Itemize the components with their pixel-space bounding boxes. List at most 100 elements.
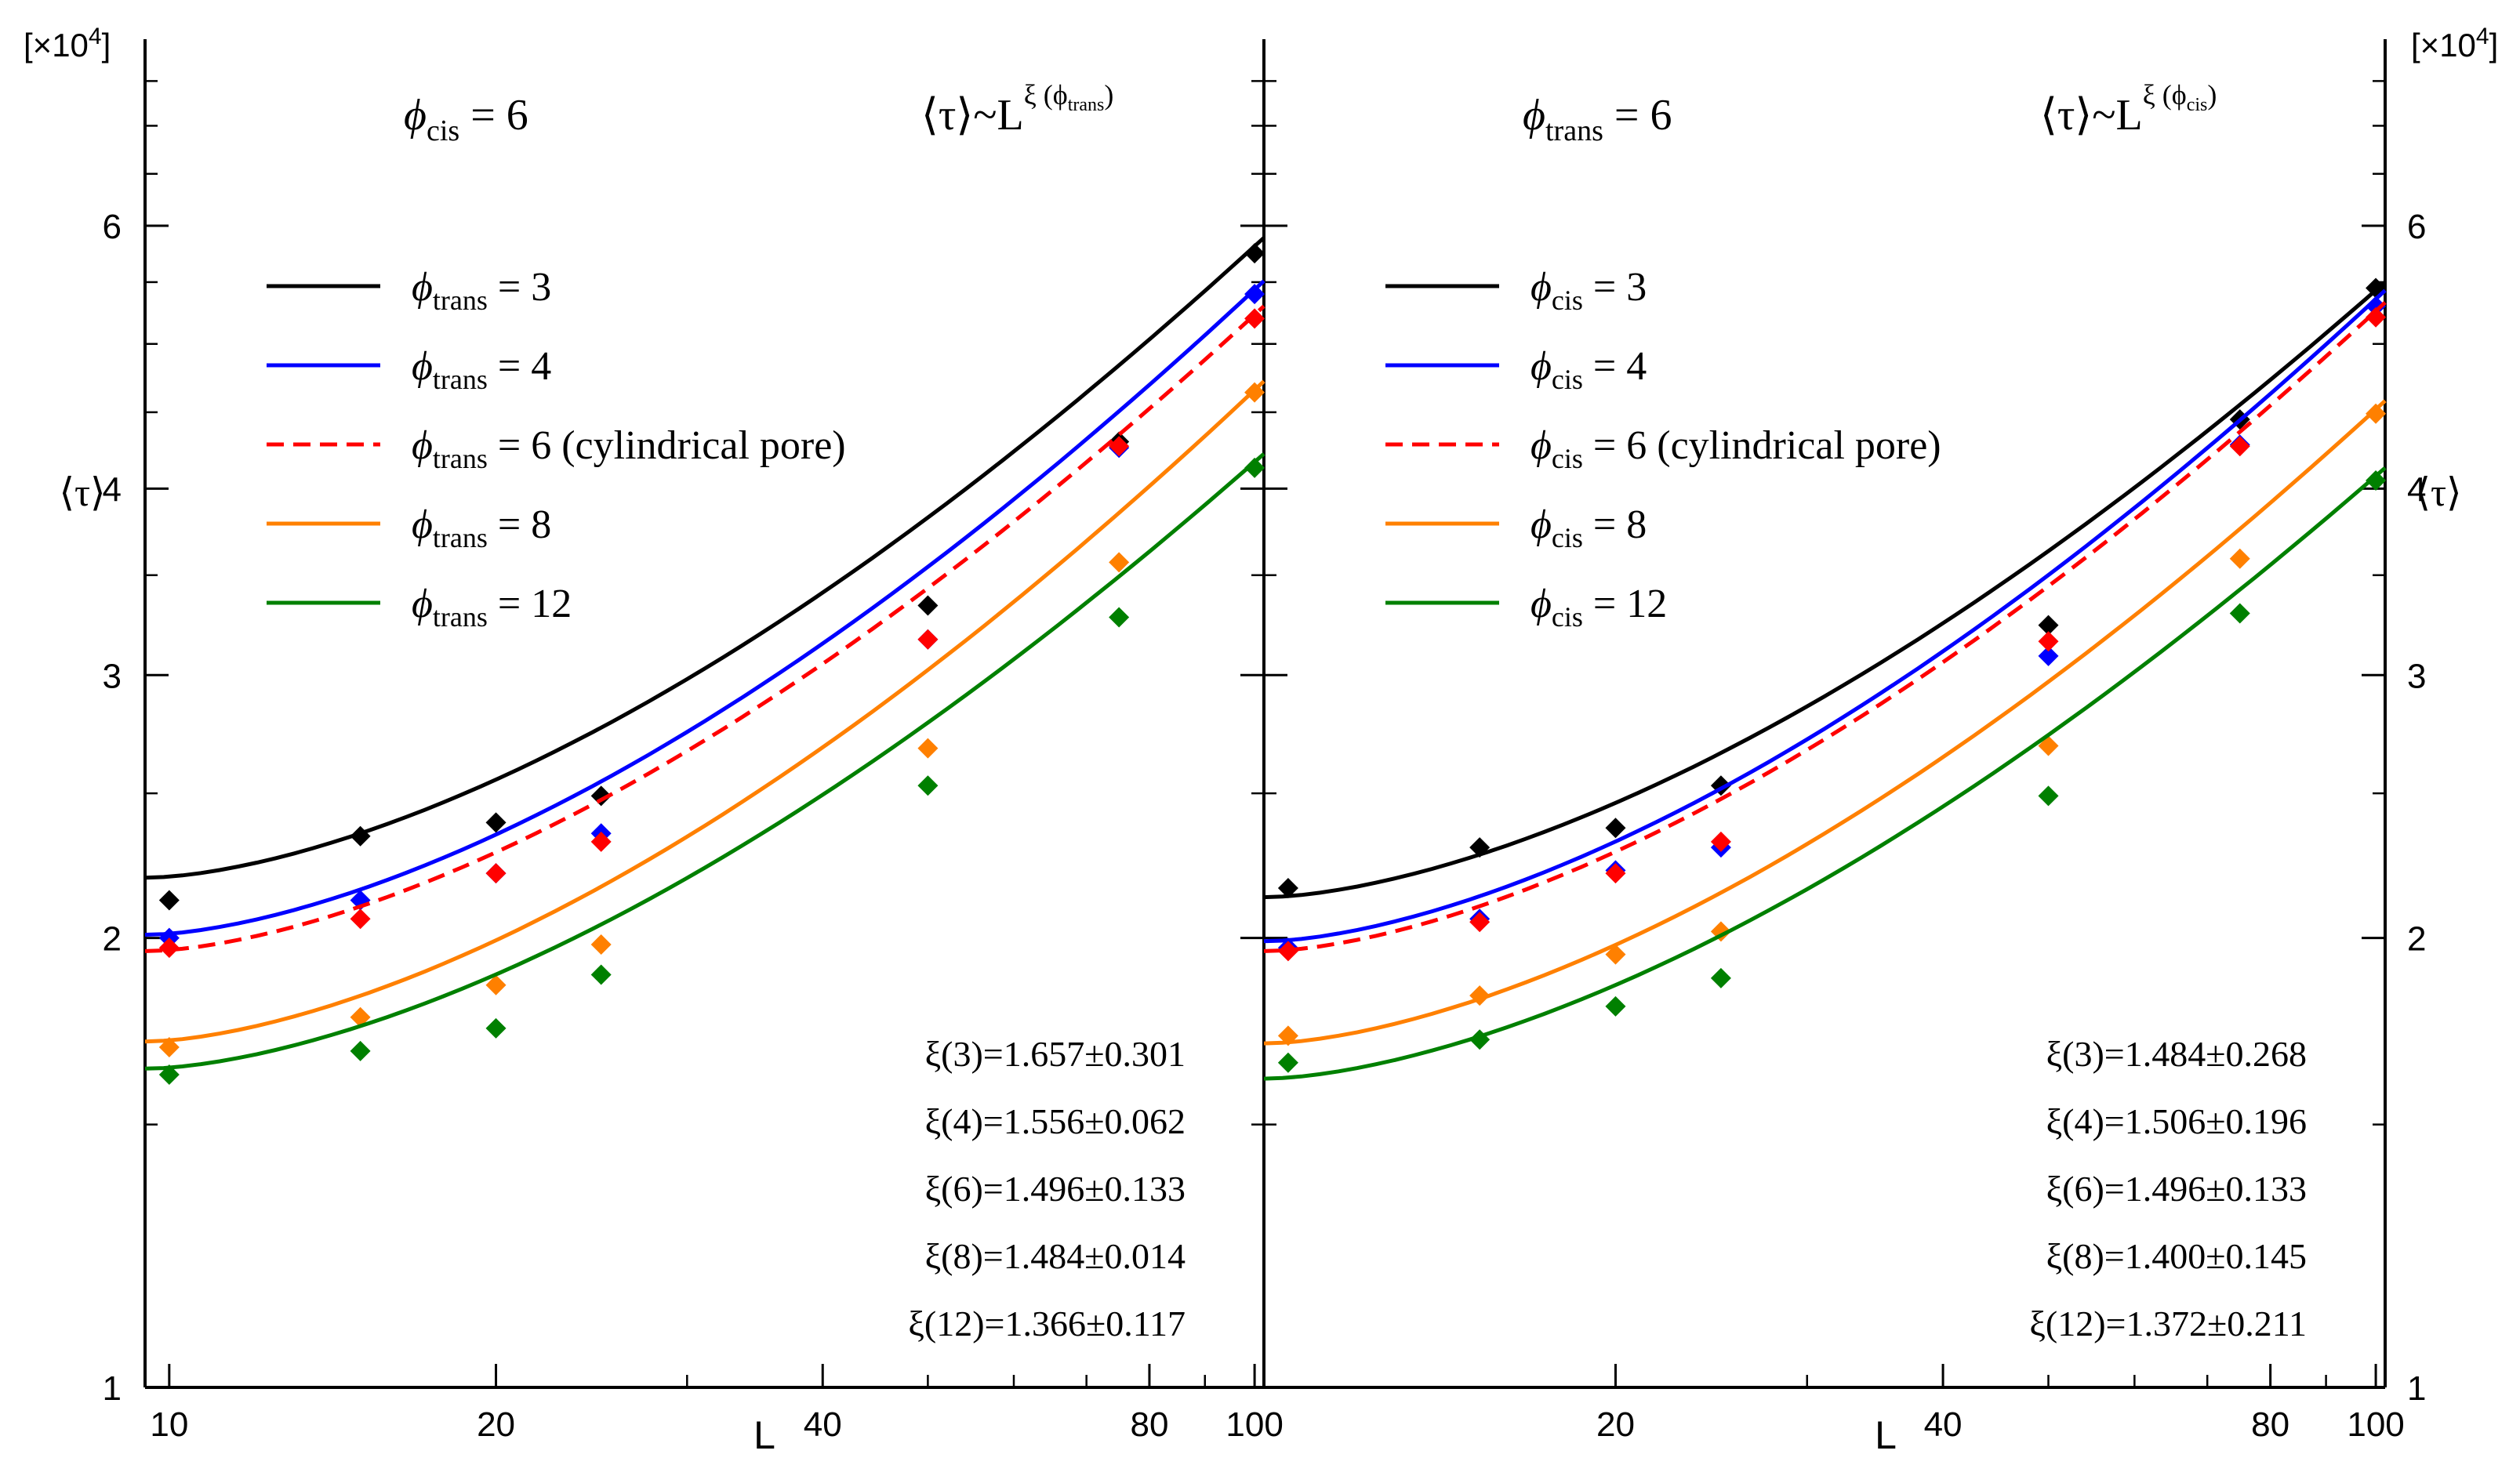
data-point (1605, 863, 1626, 884)
data-point (485, 1017, 507, 1039)
y-tick-label-right: 4 (2407, 470, 2426, 509)
exponent-annotation: ξ(12)=1.372±0.211 (2029, 1304, 2307, 1344)
data-point (1277, 1052, 1298, 1073)
multiplier-text: [×10 (24, 27, 89, 63)
data-point (917, 595, 939, 616)
data-point (2366, 470, 2387, 491)
data-point (1469, 985, 1491, 1006)
data-point (590, 785, 612, 807)
fit-curve (1263, 466, 2387, 1081)
legend-value: = 12 (488, 582, 572, 626)
legend-value: = 6 (cylindrical pore) (1583, 423, 1941, 468)
legend-subscript: trans (433, 601, 488, 633)
exponent-annotations: ξ(3)=1.657±0.301 ξ(4)=1.556±0.062 ξ(6)=1.4… (908, 1034, 1186, 1344)
data-point (350, 908, 371, 930)
x-tick-label: 40 (804, 1405, 842, 1444)
data-point (158, 890, 180, 911)
data-point (917, 775, 939, 796)
data-point (350, 1040, 371, 1061)
data-point (1710, 967, 1731, 988)
series-3 (144, 379, 1265, 1057)
legend-subscript: trans (433, 443, 488, 474)
data-point (2229, 548, 2250, 569)
data-point (2366, 306, 2387, 328)
data-point (1710, 831, 1731, 852)
series-3 (1263, 399, 2387, 1046)
series-2 (1263, 301, 2387, 962)
data-point (158, 1036, 180, 1057)
y-tick-label-left: 3 (103, 657, 122, 695)
scaling-base: ⟨τ⟩~L (921, 91, 1024, 140)
data-point (2229, 603, 2250, 624)
series-1 (1263, 288, 2387, 959)
y-axis-label-left: ⟨τ⟩ (59, 470, 105, 514)
x-tick-label: 80 (1130, 1405, 1168, 1444)
legend-phi: ϕ (1531, 423, 1552, 468)
data-point (350, 825, 371, 847)
x-axis-ticks: 20 40 80 100 (1596, 1364, 2405, 1444)
data-point (1244, 284, 1265, 305)
panel-title-phi: ϕtrans = 6 (1523, 91, 1672, 147)
x-tick-label: 40 (1924, 1405, 1963, 1444)
scaling-exponent: ξ (ϕ (2143, 79, 2187, 111)
y-tick-label-left: 4 (103, 470, 122, 509)
data-point (1605, 995, 1626, 1017)
scaling-exponent-sub: cis (2187, 95, 2208, 115)
data-point (1469, 837, 1491, 858)
y-tick-label-left: 2 (103, 920, 122, 959)
legend-phi: ϕ (412, 265, 433, 310)
data-point (1109, 436, 1130, 457)
legend-subscript: cis (1552, 364, 1583, 395)
legend-label: ϕcis = 8 (1531, 502, 1647, 553)
legend-subscript: cis (1552, 522, 1583, 553)
legend-phi: ϕ (412, 344, 433, 389)
fit-curve (1263, 399, 2387, 1046)
fit-curve (1263, 281, 2387, 900)
panel-title-phi: ϕcis = 6 (404, 91, 528, 147)
data-point (917, 738, 939, 759)
data-point (1277, 1025, 1298, 1046)
scaling-exponent: ξ (ϕ (1024, 79, 1068, 111)
data-point (1244, 382, 1265, 403)
legend-label: ϕtrans = 6 (cylindrical pore) (412, 423, 846, 474)
fit-curve (1263, 288, 2387, 944)
y-tick-label-right: 2 (2407, 920, 2426, 959)
legend-subscript: cis (1552, 443, 1583, 474)
x-tick-label: 100 (2347, 1405, 2404, 1444)
data-point (485, 863, 507, 884)
legend-label: ϕcis = 3 (1531, 265, 1647, 316)
phi-subscript: trans (1545, 114, 1603, 147)
data-point (1469, 1029, 1491, 1050)
y-tick-label-right: 6 (2407, 208, 2426, 246)
legend-value: = 12 (1583, 582, 1667, 626)
fit-curve (144, 452, 1265, 1071)
y-tick-label-left: 6 (103, 208, 122, 246)
series-2 (144, 304, 1265, 959)
x-tick-label: 20 (1596, 1405, 1635, 1444)
y-axis-label-right: ⟨τ⟩ (2415, 470, 2461, 514)
series-0 (144, 236, 1265, 911)
exponent-annotation: ξ(4)=1.556±0.062 (925, 1101, 1186, 1141)
data-point (1277, 878, 1298, 899)
series-4 (1263, 466, 2387, 1081)
scaling-base: ⟨τ⟩~L (2040, 91, 2143, 140)
legend-label: ϕtrans = 12 (412, 582, 572, 633)
multiplier-text: [×10 (2411, 27, 2476, 63)
x-axis-label-left: L (753, 1413, 775, 1457)
legend-phi: ϕ (1531, 265, 1552, 310)
data-point (590, 934, 612, 955)
data-point (590, 831, 612, 852)
x-tick-label: 10 (150, 1405, 188, 1444)
y-tick-label-right: 1 (2407, 1369, 2426, 1408)
scaling-exponent-close: ) (2207, 79, 2217, 111)
fit-curve (144, 379, 1265, 1044)
legend-subscript: trans (433, 364, 488, 395)
exponent-annotation: ξ(12)=1.366±0.117 (908, 1304, 1186, 1344)
legend-value: = 4 (1583, 344, 1647, 389)
exponent-annotations: ξ(3)=1.484±0.268 ξ(4)=1.506±0.196 ξ(6)=1.4… (2029, 1034, 2307, 1344)
data-point (1244, 243, 1265, 264)
phi-value: = 6 (459, 91, 528, 140)
